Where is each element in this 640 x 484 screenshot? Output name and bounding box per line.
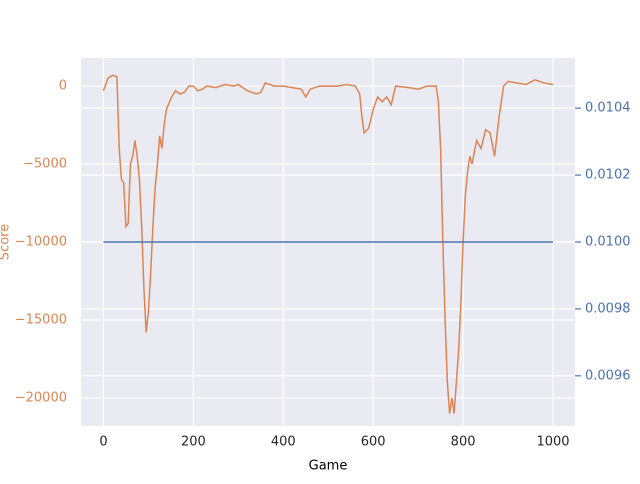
y-tick-label: −20000: [15, 390, 67, 405]
data-line: [102, 74, 554, 414]
x-tick-label: 200: [181, 435, 206, 450]
y-tick-label: −15000: [15, 312, 67, 327]
y2-tick-label: 0.0102: [585, 168, 631, 183]
x-axis-label: Game: [309, 459, 348, 474]
x-tick-label: 400: [271, 435, 296, 450]
x-tick-label: 1000: [536, 435, 569, 450]
x-tick-label: 0: [99, 435, 107, 450]
x-tick-label: 800: [451, 435, 476, 450]
y-tick-label: −5000: [23, 157, 67, 172]
x-tick-label: 600: [361, 435, 386, 450]
y2-tick-label: 0.0096: [585, 368, 631, 383]
y-tick-label: 0: [59, 79, 67, 94]
y-axis-label: Score: [0, 224, 13, 260]
y2-tick-label: 0.0100: [585, 235, 631, 250]
y-tick-label: −10000: [15, 235, 67, 250]
y2-tick-label: 0.0098: [585, 301, 631, 316]
y2-tick-label: 0.0104: [585, 101, 631, 116]
